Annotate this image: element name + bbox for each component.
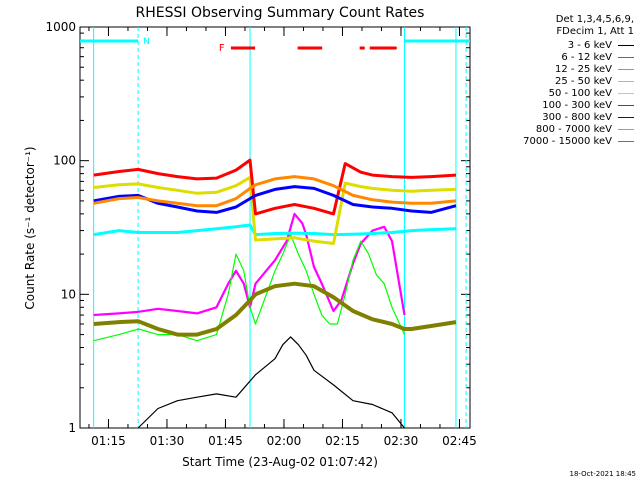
x-tick-label: 02:15 bbox=[325, 434, 360, 448]
x-tick-label: 02:30 bbox=[384, 434, 419, 448]
legend-entry: 12 - 25 keV bbox=[555, 64, 634, 76]
legend-label: 100 - 300 keV bbox=[542, 100, 612, 111]
legend-entry: 100 - 300 keV bbox=[542, 100, 634, 112]
legend-swatch bbox=[618, 80, 634, 82]
flare-label: F bbox=[219, 43, 225, 54]
legend-header: FDecim 1, Att 1 bbox=[556, 26, 634, 37]
legend-swatch bbox=[618, 44, 634, 46]
footer-date: 18-Oct-2021 18:45 bbox=[569, 470, 636, 478]
legend-label: 6 - 12 keV bbox=[561, 52, 612, 63]
series-line bbox=[93, 158, 457, 216]
x-axis-label: Start Time (23-Aug-02 01:07:42) bbox=[182, 455, 378, 469]
series-line bbox=[93, 175, 457, 245]
x-tick-label: 01:45 bbox=[208, 434, 243, 448]
legend-entry: 800 - 7000 keV bbox=[536, 124, 634, 136]
legend-label: 12 - 25 keV bbox=[554, 64, 612, 75]
legend-label: 7000 - 15000 keV bbox=[523, 136, 612, 147]
series-line bbox=[137, 336, 405, 429]
y-tick-label: 10 bbox=[61, 287, 76, 301]
legend-header: Det 1,3,4,5,6,9, bbox=[555, 14, 634, 25]
legend-entry: 7000 - 15000 keV bbox=[523, 136, 634, 148]
chart-title: RHESSI Observing Summary Count Rates bbox=[136, 5, 425, 21]
y-tick-label: 100 bbox=[53, 154, 76, 168]
legend-swatch bbox=[618, 56, 634, 58]
legend-swatch bbox=[618, 116, 634, 118]
y-tick-label: 1 bbox=[68, 421, 76, 435]
y-axis-label: Count Rate (s⁻¹ detector⁻¹) bbox=[23, 146, 37, 309]
legend-swatch bbox=[618, 92, 634, 94]
plot-frame bbox=[79, 26, 471, 429]
legend-label: 50 - 100 keV bbox=[548, 88, 612, 99]
legend-entry: 25 - 50 keV bbox=[555, 76, 634, 88]
legend-label: 3 - 6 keV bbox=[567, 40, 612, 51]
series-line bbox=[93, 223, 457, 237]
legend-entry: 3 - 6 keV bbox=[568, 40, 634, 52]
legend-swatch bbox=[618, 128, 634, 130]
legend-label: 25 - 50 keV bbox=[554, 76, 612, 87]
legend-swatch bbox=[618, 104, 634, 106]
series-line bbox=[93, 281, 457, 337]
series-line bbox=[93, 212, 406, 317]
series-line bbox=[93, 175, 457, 208]
series-line bbox=[93, 185, 457, 214]
legend-label: 300 - 800 keV bbox=[542, 112, 612, 123]
legend-entry: 6 - 12 keV bbox=[561, 52, 634, 64]
legend-swatch bbox=[618, 140, 634, 142]
x-tick-label: 01:30 bbox=[150, 434, 185, 448]
legend-swatch bbox=[618, 68, 634, 70]
x-tick-label: 02:00 bbox=[267, 434, 302, 448]
night-label: N bbox=[143, 37, 150, 47]
y-tick-label: 1000 bbox=[45, 20, 76, 34]
legend-label: 800 - 7000 keV bbox=[535, 124, 612, 135]
legend-entry: 50 - 100 keV bbox=[549, 88, 634, 100]
x-tick-label: 02:45 bbox=[442, 434, 477, 448]
legend-entry: 300 - 800 keV bbox=[542, 112, 634, 124]
x-tick-label: 01:15 bbox=[91, 434, 126, 448]
